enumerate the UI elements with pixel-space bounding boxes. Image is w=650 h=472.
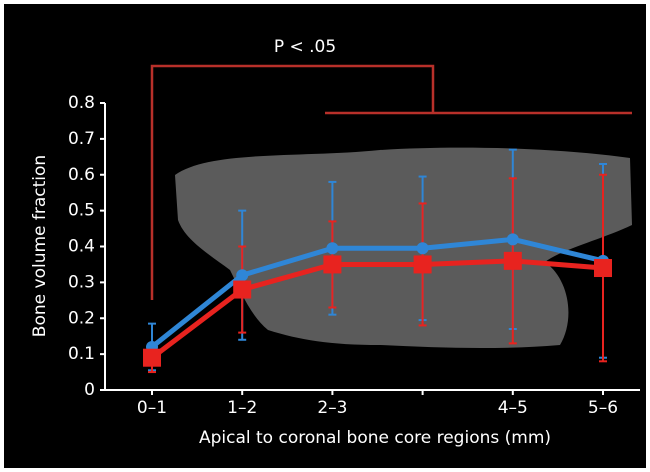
x-tick-label: 2–3 — [317, 398, 347, 418]
x-axis-label: Apical to coronal bone core regions (mm) — [199, 428, 551, 448]
marker — [323, 255, 341, 273]
marker — [414, 255, 432, 273]
y-tick-label: 0.6 — [68, 165, 95, 185]
chart: P < .05 Bone volume fraction Apical to c… — [0, 0, 650, 472]
y-axis-label: Bone volume fraction — [30, 155, 50, 337]
y-tick-label: 0.7 — [68, 129, 95, 149]
x-tick-label: 1–2 — [227, 398, 257, 418]
y-tick-label: 0.2 — [68, 308, 95, 328]
y-tick-label: 0.1 — [68, 344, 95, 364]
marker — [236, 269, 248, 281]
y-tick-label: 0.4 — [68, 237, 95, 257]
y-tick-label: 0.5 — [68, 201, 95, 221]
marker — [417, 242, 429, 254]
y-tick-label: 0 — [84, 380, 95, 400]
x-tick-label: 4–5 — [498, 398, 528, 418]
marker — [594, 259, 612, 277]
marker — [507, 233, 519, 245]
x-tick-label: 0–1 — [137, 398, 167, 418]
marker — [326, 242, 338, 254]
marker — [143, 349, 161, 367]
marker — [233, 281, 251, 299]
annotation: P < .05 — [274, 37, 336, 57]
y-tick-label: 0.8 — [68, 93, 95, 113]
marker — [504, 252, 522, 270]
x-tick-label: 5–6 — [588, 398, 618, 418]
y-tick-label: 0.3 — [68, 272, 95, 292]
